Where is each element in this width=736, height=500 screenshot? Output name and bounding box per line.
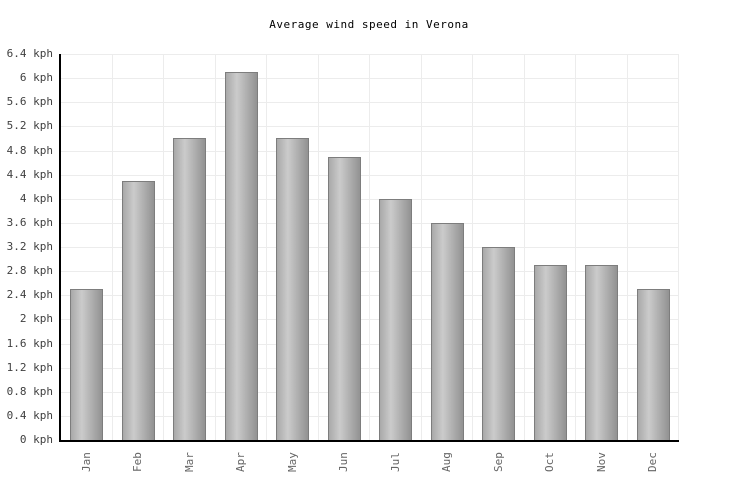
y-tick-label: 3.2 kph bbox=[6, 240, 53, 253]
y-tick-label: 1.6 kph bbox=[6, 336, 53, 350]
vertical-gridline bbox=[626, 54, 628, 440]
x-tick-label-jul: Jul bbox=[388, 452, 402, 472]
plot-area bbox=[59, 54, 679, 442]
x-tick-label-nov: Nov bbox=[594, 452, 608, 472]
y-tick-label: 4 kph bbox=[19, 191, 53, 205]
chart-title: Average wind speed in Verona bbox=[269, 18, 469, 31]
bar-jun bbox=[327, 156, 361, 440]
y-tick-label: 5.2 kph bbox=[6, 119, 53, 133]
bar-apr bbox=[224, 72, 258, 440]
y-tick-label: 4.4 kph bbox=[6, 167, 53, 181]
vertical-gridline bbox=[678, 54, 679, 440]
x-tick-label-oct: Oct bbox=[543, 452, 557, 472]
horizontal-gridline bbox=[61, 391, 679, 393]
y-tick-label: 3.6 kph bbox=[6, 215, 53, 229]
vertical-gridline bbox=[317, 54, 319, 440]
y-tick-label: 2.8 kph bbox=[6, 264, 53, 278]
horizontal-gridline bbox=[61, 367, 679, 369]
y-tick-label: 5.6 kph bbox=[6, 95, 53, 109]
x-tick-label-dec: Dec bbox=[646, 452, 660, 472]
y-tick-label: 2 kph bbox=[19, 312, 53, 326]
x-tick-label-feb: Feb bbox=[131, 452, 145, 472]
horizontal-gridline bbox=[61, 343, 679, 345]
x-tick-label-sep: Sep bbox=[491, 452, 505, 472]
vertical-gridline bbox=[266, 54, 267, 440]
vertical-gridline bbox=[523, 54, 525, 440]
horizontal-gridline bbox=[61, 271, 679, 273]
bar-may bbox=[276, 138, 310, 440]
x-tick-label-may: May bbox=[285, 452, 299, 472]
horizontal-gridline bbox=[61, 174, 679, 176]
horizontal-gridline bbox=[61, 247, 679, 248]
bar-jul bbox=[379, 198, 413, 440]
horizontal-gridline bbox=[61, 78, 679, 80]
bar-mar bbox=[173, 138, 207, 440]
horizontal-gridline bbox=[61, 126, 679, 128]
horizontal-gridline bbox=[61, 295, 679, 297]
bar-feb bbox=[121, 180, 155, 440]
vertical-gridline bbox=[472, 54, 473, 440]
bar-aug bbox=[430, 222, 464, 440]
y-tick-label: 0 kph bbox=[19, 433, 53, 446]
horizontal-gridline bbox=[61, 102, 679, 104]
vertical-gridline bbox=[420, 54, 422, 440]
vertical-gridline bbox=[214, 54, 216, 440]
bar-dec bbox=[636, 289, 670, 440]
vertical-gridline bbox=[111, 54, 113, 440]
y-tick-label: 6 kph bbox=[19, 71, 53, 85]
x-tick-label-jun: Jun bbox=[337, 452, 351, 472]
y-tick-label: 1.2 kph bbox=[6, 360, 53, 374]
bar-nov bbox=[585, 265, 619, 440]
horizontal-gridline bbox=[61, 198, 679, 200]
x-tick-label-aug: Aug bbox=[440, 452, 454, 472]
y-tick-label: 4.8 kph bbox=[6, 143, 53, 157]
vertical-gridline bbox=[163, 54, 164, 440]
x-tick-label-apr: Apr bbox=[234, 452, 248, 472]
vertical-gridline bbox=[575, 54, 576, 440]
x-tick-label-mar: Mar bbox=[182, 452, 196, 472]
y-tick-label: 0.4 kph bbox=[6, 408, 53, 422]
horizontal-gridline bbox=[61, 319, 679, 321]
y-tick-label: 6.4 kph bbox=[6, 47, 53, 60]
horizontal-gridline bbox=[61, 222, 679, 224]
bar-oct bbox=[533, 265, 567, 440]
horizontal-gridline bbox=[61, 415, 679, 417]
bar-jan bbox=[70, 289, 104, 440]
bar-sep bbox=[482, 247, 516, 440]
x-tick-label-jan: Jan bbox=[79, 452, 93, 472]
horizontal-gridline bbox=[61, 150, 679, 152]
y-tick-label: 2.4 kph bbox=[6, 288, 53, 302]
y-tick-label: 0.8 kph bbox=[6, 384, 53, 398]
horizontal-gridline bbox=[61, 54, 679, 55]
vertical-gridline bbox=[369, 54, 370, 440]
